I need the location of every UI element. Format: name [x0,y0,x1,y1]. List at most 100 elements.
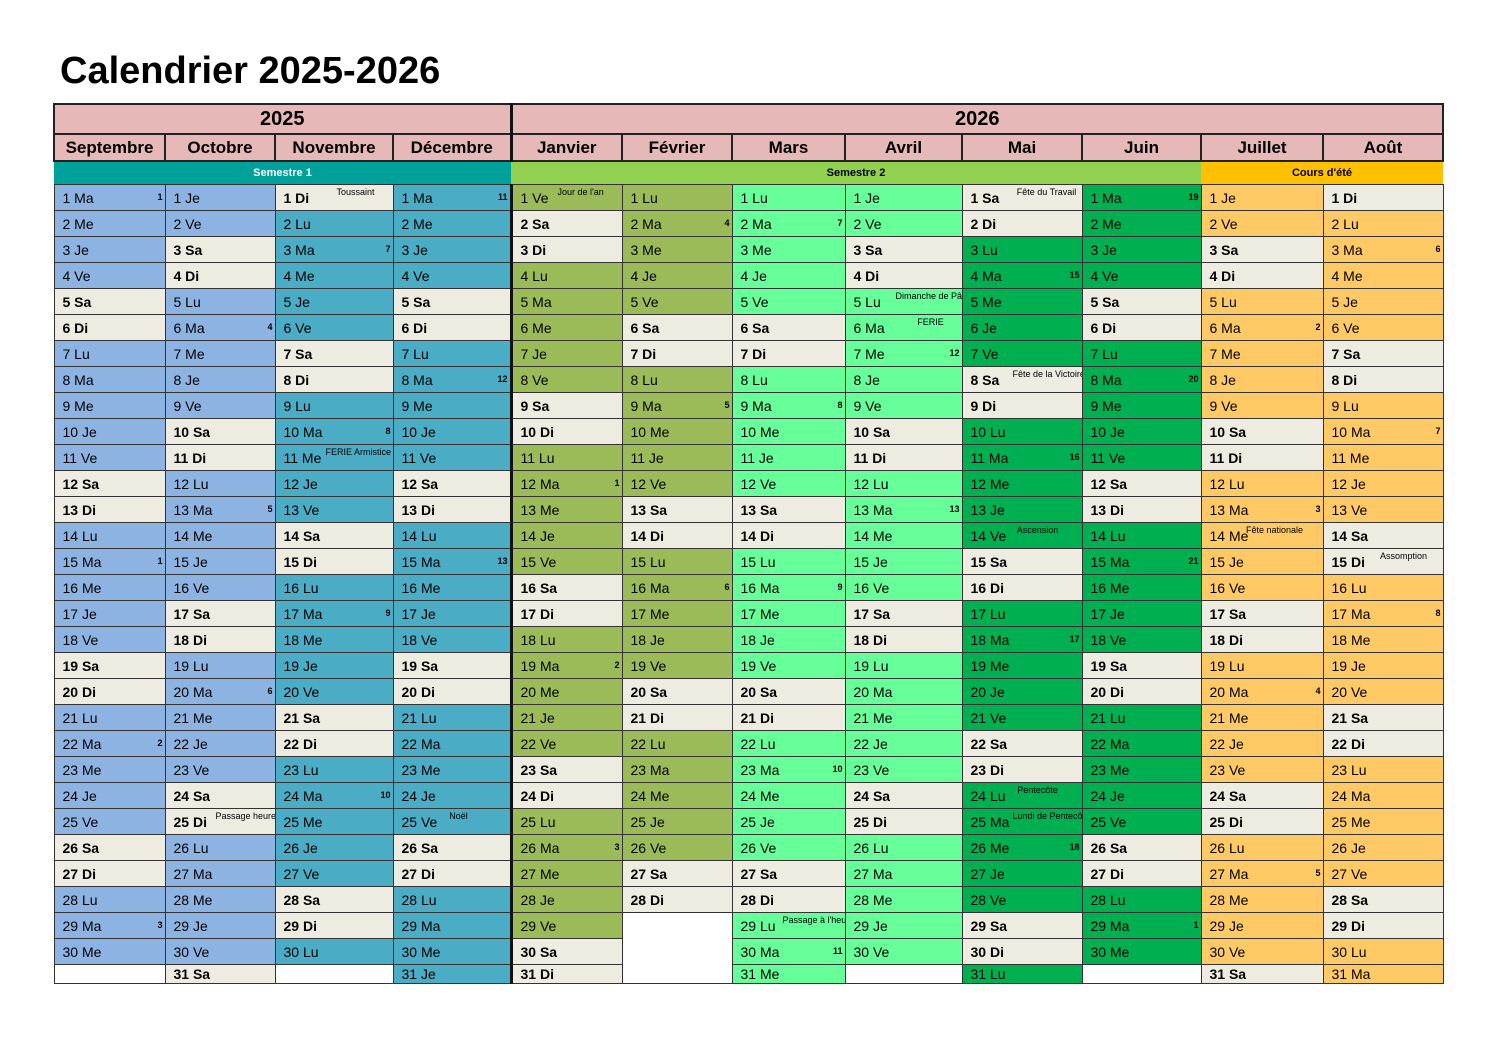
day-cell: 23 Ma 10 [731,756,846,783]
day-label: 31 Di [520,966,554,982]
day-label: 17 Me [630,606,670,622]
day-label: 14 Me [173,528,213,544]
day-cell: 24 Ma [1322,782,1444,809]
day-cell: 20 Di [1081,678,1202,705]
day-label: 15 Di [1331,554,1365,570]
day-cell: 31 Me [731,964,846,984]
day-label: 28 Me [853,892,893,908]
week-number: 21 [1188,556,1199,566]
empty-cell [621,938,733,965]
day-label: 4 Ve [62,268,91,284]
day-cell: 9 Di [961,392,1083,419]
day-cell: 21 Je [509,704,623,731]
day-label: 13 Ma [173,502,213,518]
day-label: 6 Di [62,320,89,336]
day-cell: 17 Je [392,600,512,627]
day-label: 26 Ma [520,840,560,856]
day-cell: 6 Me [509,314,623,341]
day-cell: 25 Ve [53,808,166,835]
day-label: 15 Ma [401,554,441,570]
day-label: 22 Ma [1090,736,1130,752]
day-label: 8 Ma [62,372,94,388]
day-label: 12 Me [970,476,1010,492]
day-label: 19 Lu [853,658,889,674]
day-cell: 18 Di [164,626,276,653]
day-label: 30 Ve [1209,944,1246,960]
day-cell: 5 Je [274,288,394,315]
day-cell: 22 Di [274,730,394,757]
day-label: 24 Sa [853,788,891,804]
day-label: 7 Sa [283,346,313,362]
day-label: 9 Ma [630,398,662,414]
day-label: 23 Me [62,762,102,778]
day-label: 28 Di [630,892,664,908]
day-label: 12 Je [1331,476,1366,492]
week-number: 5 [267,504,273,514]
day-cell: 24 Sa [164,782,276,809]
month-header: Juin [1081,133,1202,162]
day-label: 22 Je [853,736,888,752]
day-cell: 17 Di [509,600,623,627]
day-cell: 10 Me [621,418,733,445]
day-label: 30 Lu [1331,944,1367,960]
day-label: 2 Lu [283,216,311,232]
day-label: 23 Di [970,762,1004,778]
day-label: 19 Ve [740,658,777,674]
day-label: 11 Di [1209,450,1243,466]
day-cell: 23 Sa [509,756,623,783]
day-cell: 29 Je [1200,912,1324,939]
day-cell: 27 Ve [1322,860,1444,887]
day-label: 26 Ve [630,840,667,856]
holiday-note: Toussaint [336,187,375,197]
day-label: 8 Lu [740,372,768,388]
day-label: 6 Ve [283,320,312,336]
day-label: 16 Ve [173,580,210,596]
week-number: 2 [1315,322,1321,332]
day-label: 9 Di [970,398,997,414]
day-label: 31 Ma [1331,966,1371,982]
holiday-note: FERIE [917,317,944,327]
day-label: 6 Di [401,320,428,336]
day-label: 16 Me [1090,580,1130,596]
day-label: 11 Me [1331,450,1370,466]
day-cell: 13 Sa [621,496,733,523]
day-label: 26 Sa [1090,840,1128,856]
holiday-note: Lundi de Pentecôte [1012,811,1082,821]
day-cell: 1 Ma 11 [392,184,512,211]
day-label: 22 Di [283,736,317,752]
day-label: 30 Di [970,944,1004,960]
day-label: 10 Ma [283,424,323,440]
day-label: 10 Sa [173,424,211,440]
day-cell: 5 Sa [392,288,512,315]
day-cell: 15 Je [1200,548,1324,575]
day-label: 4 Me [1331,268,1363,284]
day-cell: 4 Me [274,262,394,289]
day-label: 26 Je [283,840,318,856]
day-cell: 15 Je [844,548,963,575]
day-cell: 20 Je [961,678,1083,705]
day-cell: 11 Ve [53,444,166,471]
day-cell: 7 Sa [274,340,394,367]
day-cell: 29 Je [164,912,276,939]
day-cell: 11 Je [731,444,846,471]
day-cell: 28 Di [621,886,733,913]
day-label: 3 Je [401,242,428,258]
week-number: 7 [385,244,391,254]
day-label: 17 Di [520,606,554,622]
week-number: 4 [1315,686,1321,696]
day-label: 21 Ve [970,710,1007,726]
day-label: 7 Me [173,346,205,362]
day-label: 15 Ma [1090,554,1130,570]
day-cell: 10 Me [731,418,846,445]
day-label: 4 Di [1209,268,1236,284]
day-label: 2 Ve [173,216,202,232]
day-label: 16 Me [401,580,441,596]
day-cell: 5 Ma [509,288,623,315]
day-label: 30 Me [62,944,102,960]
day-label: 16 Ve [1209,580,1246,596]
semester-band: Semestre 2 [511,161,1201,185]
day-label: 11 Ve [401,450,437,466]
day-cell: 1 Lu [621,184,733,211]
day-cell: 28 Lu [53,886,166,913]
